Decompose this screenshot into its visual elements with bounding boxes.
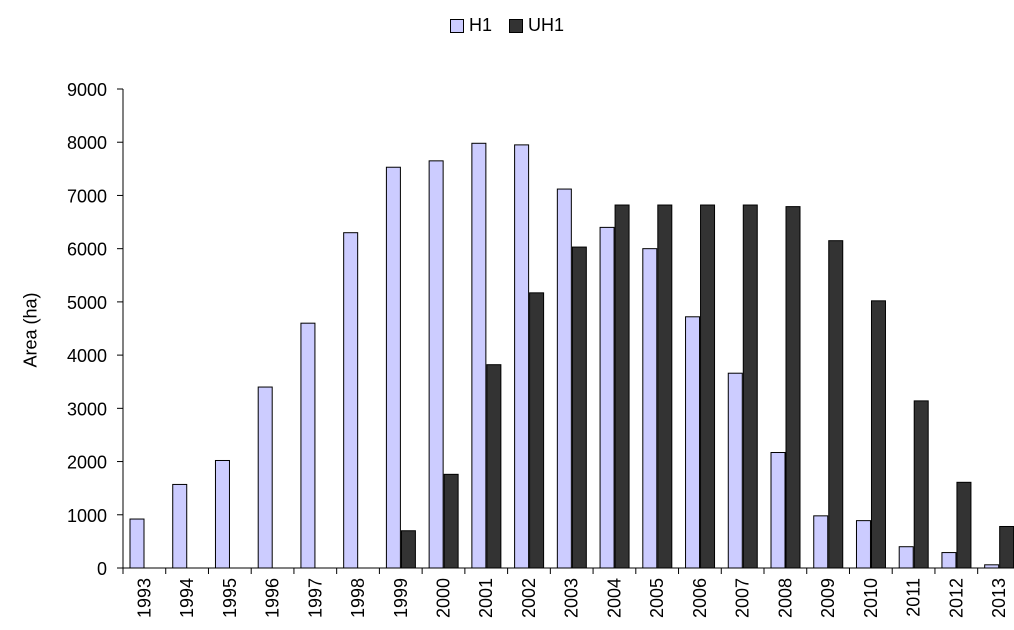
x-tick-label: 2005 bbox=[647, 578, 667, 618]
legend-swatch-h1 bbox=[449, 18, 464, 33]
x-tick-label: 2010 bbox=[861, 578, 881, 618]
x-tick-label: 2002 bbox=[519, 578, 539, 618]
x-tick-label: 2004 bbox=[604, 578, 624, 618]
bar-h1-2000 bbox=[428, 160, 444, 569]
bar-h1-1998 bbox=[343, 232, 359, 569]
x-tick-label: 1995 bbox=[220, 578, 240, 618]
y-tick-label: 3000 bbox=[67, 399, 107, 419]
bar-uh1-2002 bbox=[529, 292, 545, 569]
legend-item-uh1: UH1 bbox=[509, 15, 564, 36]
x-tick-label: 2006 bbox=[690, 578, 710, 618]
bar-uh1-2003 bbox=[571, 246, 587, 569]
bar-uh1-1999 bbox=[400, 530, 416, 569]
bar-uh1-2013 bbox=[999, 525, 1014, 569]
bar-h1-2011 bbox=[898, 546, 914, 569]
x-tick-label: 1996 bbox=[263, 578, 283, 618]
bar-uh1-2006 bbox=[700, 204, 716, 569]
bar-uh1-2008 bbox=[785, 206, 801, 569]
bar-h1-1993 bbox=[129, 518, 145, 569]
legend-item-h1: H1 bbox=[449, 15, 492, 36]
bar-h1-2008 bbox=[770, 452, 786, 569]
bar-h1-1994 bbox=[172, 483, 188, 569]
bar-h1-1999 bbox=[385, 166, 401, 569]
bar-uh1-2012 bbox=[956, 481, 972, 569]
x-tick-label: 1997 bbox=[305, 578, 325, 618]
y-tick-label: 1000 bbox=[67, 506, 107, 526]
y-tick-label: 2000 bbox=[67, 453, 107, 473]
bar-h1-2001 bbox=[471, 142, 487, 569]
bar-uh1-2000 bbox=[443, 473, 459, 569]
bar-h1-2012 bbox=[941, 552, 957, 569]
y-tick-label: 5000 bbox=[67, 293, 107, 313]
bar-h1-1996 bbox=[257, 386, 273, 569]
bar-uh1-2004 bbox=[614, 204, 630, 569]
x-tick-label: 1994 bbox=[177, 578, 197, 618]
bar-uh1-2001 bbox=[486, 364, 502, 569]
x-tick-label: 1999 bbox=[391, 578, 411, 618]
bar-uh1-2010 bbox=[870, 300, 886, 569]
x-tick-label: 2008 bbox=[775, 578, 795, 618]
bar-h1-2004 bbox=[599, 226, 615, 569]
x-tick-label: 2013 bbox=[989, 578, 1009, 618]
x-tick-label: 2001 bbox=[476, 578, 496, 618]
legend-swatch-uh1 bbox=[509, 18, 523, 33]
x-tick-label: 2009 bbox=[818, 578, 838, 618]
x-tick-label: 2000 bbox=[434, 578, 454, 618]
bar-uh1-2005 bbox=[657, 204, 673, 569]
y-tick-label: 6000 bbox=[67, 240, 107, 260]
bar-h1-1995 bbox=[214, 459, 230, 569]
x-tick-label: 2012 bbox=[946, 578, 966, 618]
bar-uh1-2011 bbox=[913, 400, 929, 569]
x-tick-label: 2007 bbox=[733, 578, 753, 618]
x-tick-label: 2011 bbox=[904, 578, 924, 617]
legend-label-h1: H1 bbox=[468, 15, 492, 35]
bar-uh1-2009 bbox=[828, 240, 844, 569]
y-tick-label: 4000 bbox=[67, 346, 107, 366]
chart-legend: H1 UH1 bbox=[0, 15, 1014, 38]
bar-h1-2005 bbox=[642, 248, 658, 569]
x-tick-label: 2003 bbox=[562, 578, 582, 618]
bar-h1-2007 bbox=[727, 372, 743, 569]
bar-uh1-2007 bbox=[742, 204, 758, 569]
bar-h1-2013 bbox=[984, 564, 1000, 569]
bar-h1-2009 bbox=[813, 515, 829, 569]
legend-label-uh1: UH1 bbox=[528, 15, 565, 35]
y-tick-label: 0 bbox=[97, 559, 107, 579]
bar-h1-2002 bbox=[514, 144, 530, 569]
bar-h1-2010 bbox=[855, 520, 871, 569]
bar-h1-2006 bbox=[685, 316, 701, 569]
y-tick-label: 9000 bbox=[67, 80, 107, 100]
x-tick-label: 1993 bbox=[134, 578, 154, 618]
y-tick-label: 8000 bbox=[67, 133, 107, 153]
y-tick-label: 7000 bbox=[67, 186, 107, 206]
bar-h1-1997 bbox=[300, 322, 316, 569]
bar-h1-2003 bbox=[556, 188, 572, 569]
x-tick-label: 1998 bbox=[348, 578, 368, 618]
